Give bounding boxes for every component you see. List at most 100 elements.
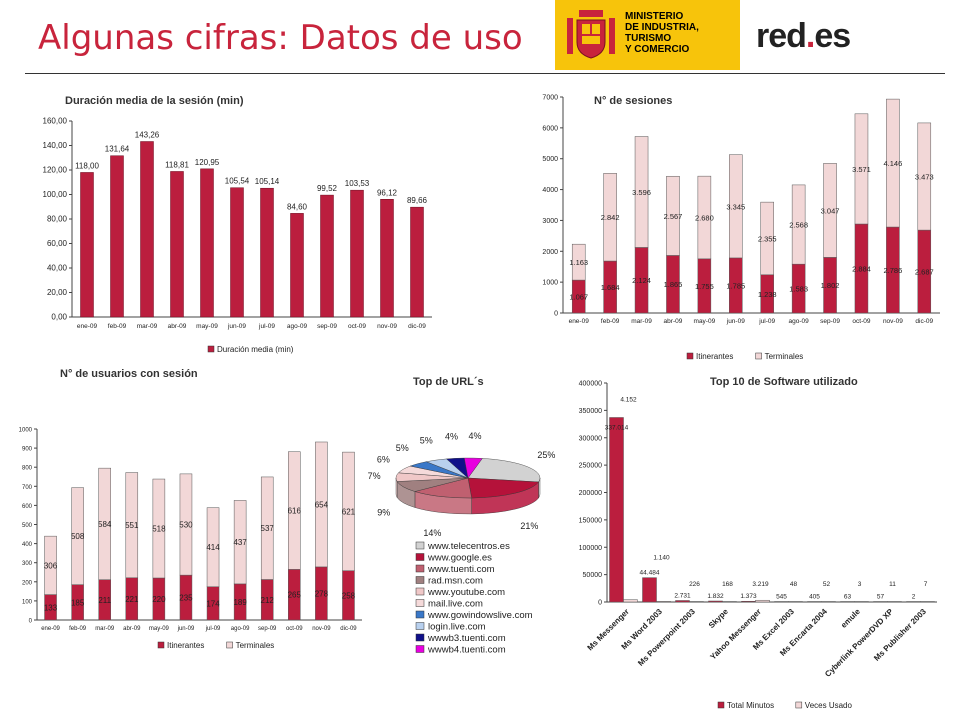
users-data-label-terminales: 621 — [342, 507, 356, 516]
sessions-legend-swatch — [755, 352, 762, 360]
sessions-data-label-terminales: 3.473 — [915, 173, 934, 182]
users-y-tick-label: 0 — [29, 619, 33, 625]
sessions-bar-terminales — [760, 201, 774, 276]
duration-data-label: 118,81 — [165, 160, 189, 169]
users-data-label-terminales: 508 — [71, 532, 85, 541]
software-bar-minutos — [708, 600, 723, 603]
duration-bar — [260, 187, 274, 318]
software-y-tick-label: 150000 — [579, 517, 602, 524]
duration-bar — [200, 168, 214, 318]
software-y-tick-label: 50000 — [583, 572, 603, 579]
software-y-tick-label: 200000 — [579, 490, 602, 497]
users-bar-terminales — [179, 473, 193, 576]
sessions-data-label-itinerantes: 1.802 — [821, 281, 840, 290]
duration-y-tick-label: 160,00 — [43, 117, 68, 126]
software-data-label-minutos: 57 — [877, 594, 885, 601]
url-pie-data-label: 6% — [377, 455, 390, 465]
software-legend-label: Veces Usado — [805, 701, 853, 710]
duration-legend-swatch — [207, 345, 215, 353]
sessions-data-label-itinerantes: 2.786 — [883, 266, 902, 275]
users-data-label-terminales: 414 — [206, 543, 220, 552]
url-legend-swatch — [415, 599, 425, 607]
users-data-label-itinerantes: 221 — [125, 595, 139, 604]
sessions-x-tick-label: nov-09 — [883, 318, 903, 325]
sessions-x-tick-label: mar-09 — [631, 318, 652, 325]
users-y-tick-label: 500 — [22, 523, 33, 529]
users-data-label-itinerantes: 174 — [206, 599, 220, 608]
sessions-bar-terminales — [854, 113, 869, 225]
software-bar-veces — [788, 601, 803, 603]
duration-bar — [230, 187, 244, 318]
url-legend-swatch — [415, 622, 425, 630]
users-bar-terminales — [342, 451, 355, 571]
software-data-label-veces: 1.140 — [653, 555, 670, 562]
sessions-y-tick-label: 6000 — [542, 125, 558, 132]
software-x-tick-label: Ms Powerpoint 2003 — [636, 607, 697, 668]
duration-x-tick-label: may-09 — [196, 323, 218, 330]
sessions-x-tick-label: may-09 — [694, 318, 716, 325]
users-y-tick-label: 300 — [22, 561, 33, 567]
users-data-label-itinerantes: 212 — [261, 596, 275, 605]
software-bar-veces — [689, 601, 704, 603]
software-legend-label: Total Minutos — [727, 701, 774, 710]
software-data-label-veces: 4.152 — [620, 396, 637, 403]
sessions-x-tick-label: feb-09 — [601, 318, 620, 325]
sessions-data-label-itinerantes: 1.238 — [758, 290, 777, 299]
sessions-data-label-terminales: 3.047 — [821, 206, 840, 215]
users-x-tick-label: jul-09 — [205, 626, 221, 632]
duration-x-tick-label: mar-09 — [137, 323, 158, 330]
users-y-tick-label: 400 — [22, 542, 33, 548]
url-legend-label: wwwb4.tuenti.com — [427, 645, 506, 656]
duration-bar — [350, 189, 364, 318]
duration-x-tick-label: jun-09 — [227, 323, 246, 330]
sessions-data-label-terminales: 4.146 — [883, 159, 902, 168]
software-bar-minutos — [609, 417, 624, 603]
users-x-tick-label: jun-09 — [177, 626, 195, 632]
url-pie-data-label: 4% — [445, 432, 458, 442]
url-pie-data-label: 4% — [468, 431, 481, 441]
users-data-label-terminales: 537 — [261, 524, 275, 533]
duration-data-label: 118,00 — [75, 161, 99, 170]
sessions-x-tick-label: ene-09 — [569, 318, 590, 325]
software-legend-swatch — [795, 701, 803, 709]
redes-logo-suffix: es — [814, 17, 851, 55]
software-bar-minutos — [840, 601, 855, 603]
software-legend-swatch — [717, 701, 725, 709]
users-data-label-itinerantes: 235 — [179, 594, 193, 603]
url-legend-label: www.google.es — [427, 553, 492, 564]
duration-bar — [380, 199, 394, 318]
coat-of-arms-icon — [567, 10, 615, 59]
sessions-bar-terminales — [666, 175, 680, 256]
users-legend-label: Itinerantes — [167, 641, 204, 650]
sessions-data-label-terminales: 2.568 — [789, 221, 808, 230]
url-legend-swatch — [415, 645, 425, 653]
users-data-label-terminales: 551 — [125, 521, 139, 530]
sessions-legend-label: Terminales — [765, 352, 804, 361]
url-legend-label: wwwb3.tuenti.com — [427, 633, 506, 644]
software-data-label-veces: 3 — [858, 581, 862, 588]
url-pie-slice — [467, 458, 541, 483]
users-bar-terminales — [206, 507, 220, 588]
software-bar-veces — [920, 601, 935, 603]
software-bar-veces — [821, 601, 836, 603]
sessions-y-tick-label: 3000 — [542, 218, 558, 225]
duration-x-tick-label: jul-09 — [258, 323, 275, 330]
url-pie-slice — [464, 457, 483, 479]
sessions-data-label-itinerantes: 1.067 — [569, 293, 588, 302]
users-data-label-itinerantes: 220 — [152, 595, 166, 604]
duration-y-tick-label: 140,00 — [43, 141, 68, 150]
ministry-logo: MINISTERIO DE INDUSTRIA, TURISMO Y COMER… — [555, 0, 740, 70]
users-bar-terminales — [288, 451, 301, 570]
users-bar-terminales — [98, 467, 111, 580]
ministry-line-3: Y COMERCIO — [625, 44, 690, 55]
url-legend-swatch — [415, 541, 425, 550]
users-x-tick-label: may-09 — [149, 626, 170, 632]
sessions-x-tick-label: dic-09 — [915, 318, 933, 325]
duration-y-tick-label: 100,00 — [43, 190, 68, 199]
sessions-data-label-itinerantes: 1.755 — [695, 282, 714, 291]
sessions-x-tick-label: jul-09 — [758, 318, 775, 325]
users-y-tick-label: 100 — [22, 599, 33, 605]
sessions-y-tick-label: 1000 — [542, 280, 558, 287]
users-legend-swatch — [157, 641, 165, 649]
users-data-label-terminales: 654 — [315, 500, 329, 509]
